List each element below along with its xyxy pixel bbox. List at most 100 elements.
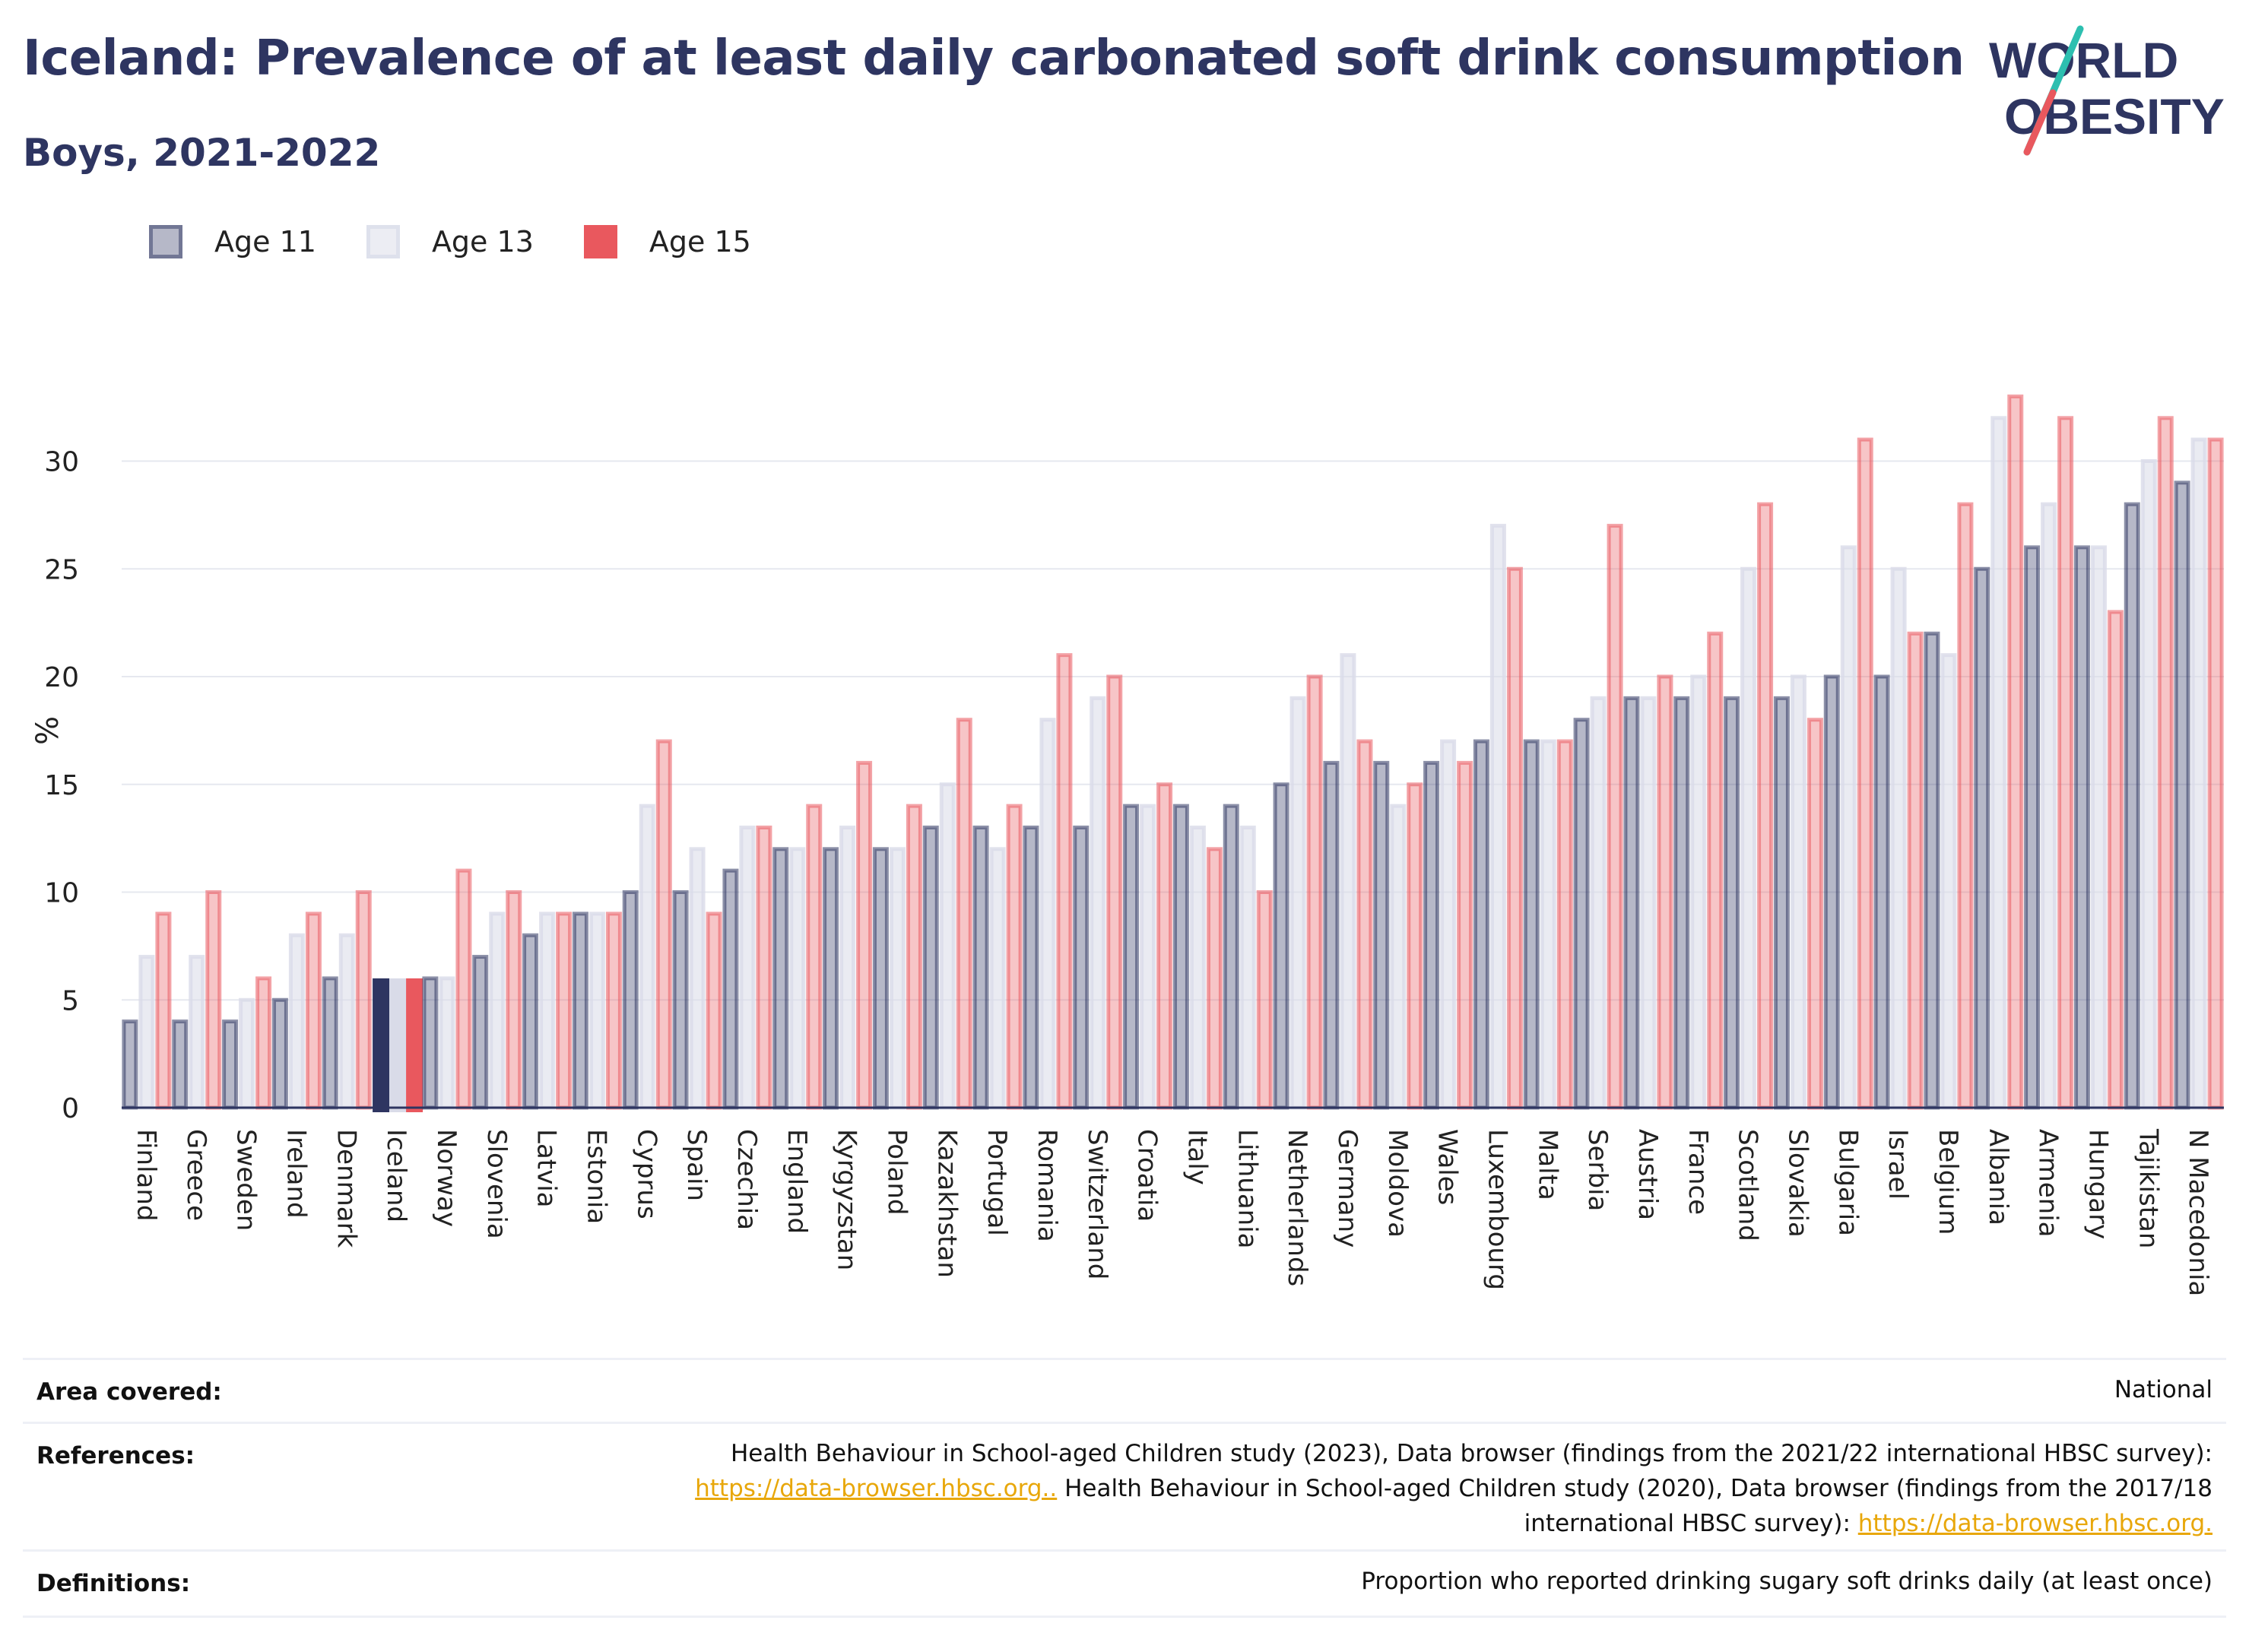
bar-age11-germany bbox=[1323, 760, 1340, 1110]
bar-age11-poland bbox=[872, 847, 889, 1110]
bar-age13-luxembourg bbox=[1489, 524, 1506, 1110]
info-definitions-row: Definitions: Proportion who reported dri… bbox=[23, 1549, 2226, 1618]
bar-age11-malta bbox=[1523, 739, 1540, 1110]
bar-age13-romania bbox=[1039, 718, 1056, 1110]
references-value: Health Behaviour in School-aged Children… bbox=[695, 1436, 2213, 1541]
x-tick-label: England bbox=[782, 1129, 812, 1234]
bar-age11-netherlands bbox=[1273, 782, 1289, 1110]
bar-age13-malta bbox=[1540, 739, 1556, 1110]
bar-age13-serbia bbox=[1590, 696, 1607, 1110]
x-tick-label: Scotland bbox=[1733, 1129, 1763, 1241]
bar-age11-switzerland bbox=[1073, 825, 1090, 1110]
legend-item-age13[interactable]: Age 13 bbox=[366, 225, 534, 258]
legend-item-age15[interactable]: Age 15 bbox=[583, 225, 751, 258]
legend-label-age13: Age 13 bbox=[431, 225, 534, 258]
bar-age13-tajikistan bbox=[2140, 459, 2157, 1110]
reference-line-1: Health Behaviour in School-aged Children… bbox=[731, 1440, 2213, 1467]
x-tick-label: Moldova bbox=[1382, 1129, 1413, 1238]
x-tick-label: Lithuania bbox=[1232, 1129, 1262, 1248]
legend-swatch-age11 bbox=[149, 225, 182, 258]
bar-age15-kyrgyzstan bbox=[856, 760, 873, 1110]
x-tick-label: Malta bbox=[1532, 1129, 1562, 1200]
legend-swatch-age15 bbox=[583, 225, 617, 258]
bar-age13-norway bbox=[439, 976, 455, 1110]
bar-age15-slovenia bbox=[506, 890, 522, 1110]
bar-age13-moldova bbox=[1390, 804, 1407, 1110]
bar-age15-croatia bbox=[1156, 782, 1173, 1110]
bar-age11-finland bbox=[122, 1019, 138, 1110]
x-tick-label: Finland bbox=[131, 1129, 161, 1222]
bar-age11-norway bbox=[422, 976, 439, 1110]
x-tick-label: Tajikistan bbox=[2133, 1128, 2163, 1248]
bar-age13-croatia bbox=[1140, 804, 1156, 1110]
x-tick-label: Cyprus bbox=[631, 1129, 661, 1219]
bar-age13-italy bbox=[1189, 825, 1206, 1110]
bar-age11-italy bbox=[1172, 804, 1189, 1110]
bar-age13-kazakhstan bbox=[939, 782, 956, 1110]
bar-age11-slovenia bbox=[472, 955, 489, 1110]
area-value: National bbox=[2114, 1376, 2213, 1403]
bar-age13-estonia bbox=[588, 912, 605, 1110]
references-label: References: bbox=[36, 1442, 195, 1470]
x-tick-label: Armenia bbox=[2033, 1129, 2063, 1238]
bar-age15-wales bbox=[1457, 760, 1473, 1110]
bar-age13-armenia bbox=[2041, 502, 2057, 1110]
bar-age13-bulgaria bbox=[1840, 545, 1857, 1110]
bar-age11-kyrgyzstan bbox=[823, 847, 839, 1110]
x-tick-label: Greece bbox=[181, 1129, 211, 1221]
bar-age15-czechia bbox=[756, 825, 772, 1110]
reference-line-3-text: international HBSC survey): bbox=[1524, 1510, 1858, 1537]
bar-age11-serbia bbox=[1573, 718, 1590, 1110]
area-label: Area covered: bbox=[36, 1378, 222, 1406]
chart-legend: Age 11 Age 13 Age 15 bbox=[149, 225, 801, 258]
legend-item-age11[interactable]: Age 11 bbox=[149, 225, 316, 258]
bar-age15-england bbox=[806, 804, 823, 1110]
bar-age13-ireland bbox=[288, 933, 305, 1110]
y-tick-label: 5 bbox=[62, 985, 79, 1016]
bar-age15-italy bbox=[1206, 847, 1223, 1110]
definitions-value: Proportion who reported drinking sugary … bbox=[1361, 1568, 2213, 1595]
bar-age11-greece bbox=[172, 1019, 189, 1110]
bar-age11-czechia bbox=[722, 868, 739, 1110]
bar-age15-bulgaria bbox=[1857, 437, 1873, 1110]
bar-age13-belgium bbox=[1940, 653, 1957, 1110]
x-tick-label: Israel bbox=[1883, 1129, 1913, 1200]
bar-age11-ireland bbox=[271, 997, 288, 1110]
bar-age13-wales bbox=[1440, 739, 1457, 1110]
x-tick-label: Slovakia bbox=[1782, 1129, 1813, 1238]
bar-age15-switzerland bbox=[1106, 674, 1123, 1110]
reference-link-2[interactable]: https://data-browser.hbsc.org. bbox=[1857, 1510, 2213, 1537]
y-tick-label: 30 bbox=[44, 447, 79, 478]
y-tick-label: 20 bbox=[44, 662, 79, 693]
bar-age15-albania bbox=[2007, 394, 2024, 1110]
reference-link-1[interactable]: https://data-browser.hbsc.org.. bbox=[695, 1475, 1058, 1502]
bar-age11-iceland bbox=[373, 978, 390, 1112]
x-tick-label: N Macedonia bbox=[2183, 1129, 2213, 1296]
x-tick-label: Iceland bbox=[381, 1129, 411, 1222]
x-tick-label: Kyrgyzstan bbox=[832, 1129, 862, 1270]
bar-age11-croatia bbox=[1123, 804, 1140, 1110]
bar-age11-albania bbox=[1974, 566, 1990, 1110]
bar-age13-france bbox=[1690, 674, 1707, 1110]
chart-title: Iceland: Prevalence of at least daily ca… bbox=[23, 30, 1965, 87]
x-tick-label: Switzerland bbox=[1082, 1129, 1112, 1279]
bar-age13-denmark bbox=[338, 933, 355, 1110]
logo-line1: WORLD bbox=[1989, 32, 2178, 88]
bar-age13-poland bbox=[889, 847, 906, 1110]
bar-age11-cyprus bbox=[622, 890, 639, 1110]
bar-age15-finland bbox=[155, 912, 172, 1110]
bar-age13-switzerland bbox=[1090, 696, 1106, 1110]
bar-age13-latvia bbox=[539, 912, 556, 1110]
bar-age11-lithuania bbox=[1223, 804, 1239, 1110]
bar-age15-latvia bbox=[556, 912, 573, 1110]
bar-age11-denmark bbox=[322, 976, 338, 1110]
bar-age11-armenia bbox=[2024, 545, 2041, 1110]
x-tick-label: Slovenia bbox=[481, 1129, 512, 1239]
y-tick-label: 25 bbox=[44, 554, 79, 585]
bar-age15-luxembourg bbox=[1506, 566, 1523, 1110]
legend-label-age11: Age 11 bbox=[214, 225, 316, 258]
x-tick-label: Croatia bbox=[1132, 1129, 1163, 1222]
x-tick-label: France bbox=[1683, 1129, 1713, 1215]
x-tick-label: Romania bbox=[1032, 1129, 1062, 1242]
bar-age15-tajikistan bbox=[2157, 416, 2174, 1110]
